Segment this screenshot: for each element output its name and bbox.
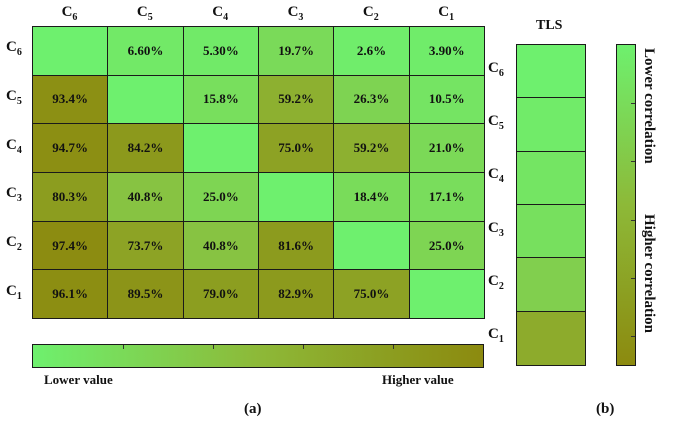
row-label-c1: C1 — [6, 282, 22, 302]
tls-cell-c1 — [517, 311, 585, 365]
row-label-c2: C2 — [6, 234, 22, 253]
heatmap-cell-c1-c6: 96.1% — [32, 269, 109, 319]
tls-row-label-c4: C4 — [488, 166, 504, 186]
column-label-c1: C1 — [438, 4, 455, 23]
heatmap-cell-c5-c6: 93.4% — [32, 74, 109, 125]
heatmap-cell-c5-c4: 15.8% — [182, 74, 259, 125]
tls-row-label-c3: C3 — [488, 219, 504, 239]
panel-a-label: (a) — [244, 401, 262, 417]
heatmap-cell-c1-c2: 75.0% — [333, 269, 410, 319]
row-label-c6: C6 — [6, 39, 22, 59]
heatmap-cell-c4-c2: 59.2% — [333, 123, 410, 173]
heatmap-cell-c5-c1: 10.5% — [408, 74, 485, 125]
correlation-legend-tick — [631, 103, 635, 105]
tls-row-label-c5: C5 — [488, 113, 504, 132]
heatmap-cell-c2-c2 — [333, 220, 410, 271]
legend-tick — [303, 345, 304, 349]
heatmap-cell-c4-c3: 75.0% — [257, 123, 335, 173]
heatmap-cell-c6-c3: 19.7% — [257, 26, 335, 76]
row-label-c3: C3 — [6, 185, 22, 205]
heatmap-cell-c5-c3: 59.2% — [257, 74, 335, 125]
heatmap-cell-c3-c4: 25.0% — [182, 172, 259, 222]
correlation-color-legend — [616, 44, 636, 366]
heatmap-cell-c2-c1: 25.0% — [408, 220, 485, 271]
heatmap-cell-c3-c6: 80.3% — [32, 172, 109, 222]
heatmap-cell-c4-c1: 21.0% — [408, 123, 485, 173]
heatmap-cell-c6-c2: 2.6% — [333, 26, 410, 76]
panel-b-label: (b) — [596, 401, 615, 417]
heatmap-cell-c1-c5: 89.5% — [107, 269, 184, 319]
heatmap-cell-c1-c1 — [408, 269, 485, 319]
legend-tick — [213, 345, 214, 349]
tls-cell-c3 — [517, 205, 585, 259]
tls-row-label-c6: C6 — [488, 59, 504, 79]
heatmap-cell-c4-c5: 84.2% — [107, 123, 184, 173]
tls-row-label-c2: C2 — [488, 273, 504, 292]
tls-cell-c5 — [517, 98, 585, 152]
correlation-legend-tick — [631, 219, 635, 221]
tls-cell-c2 — [517, 258, 585, 312]
tls-cell-c4 — [517, 151, 585, 205]
heatmap-cell-c4-c6: 94.7% — [32, 123, 109, 173]
column-label-c3: C3 — [287, 4, 304, 23]
column-label-c6: C6 — [61, 4, 78, 23]
heatmap-cell-c6-c6 — [32, 26, 109, 76]
legend-higher-correlation: Higher correlation — [641, 214, 657, 334]
tls-row-label-c1: C1 — [488, 326, 504, 346]
heatmap-cell-c5-c2: 26.3% — [333, 74, 410, 125]
heatmap-cell-c3-c2: 18.4% — [333, 172, 410, 222]
column-label-c5: C5 — [136, 4, 153, 23]
legend-tick — [123, 345, 124, 349]
legend-lower-correlation: Lower correlation — [641, 48, 657, 164]
legend-low-label: Lower value — [44, 372, 113, 387]
heatmap-cell-c1-c3: 82.9% — [257, 269, 335, 319]
value-color-legend — [32, 344, 484, 368]
tls-column — [516, 44, 586, 366]
tls-title: TLS — [536, 18, 563, 33]
heatmap-cell-c2-c5: 73.7% — [107, 220, 184, 271]
heatmap-cell-c2-c6: 97.4% — [32, 220, 109, 271]
heatmap-cell-c4-c4 — [182, 123, 259, 173]
heatmap-cell-c6-c5: 6.60% — [107, 26, 184, 76]
heatmap-cell-c2-c4: 40.8% — [182, 220, 259, 271]
legend-high-label: Higher value — [382, 372, 454, 387]
heatmap-cell-c6-c1: 3.90% — [408, 26, 485, 76]
correlation-legend-tick — [631, 161, 635, 163]
heatmap-cell-c3-c3 — [257, 172, 335, 222]
row-label-c4: C4 — [6, 136, 22, 156]
legend-tick — [393, 345, 394, 349]
tls-cell-c6 — [517, 45, 585, 99]
heatmap-cell-c1-c4: 79.0% — [182, 269, 259, 319]
heatmap-cell-c6-c4: 5.30% — [182, 26, 259, 76]
heatmap-cell-c2-c3: 81.6% — [257, 220, 335, 271]
row-label-c5: C5 — [6, 88, 22, 107]
heatmap-cell-c5-c5 — [107, 74, 184, 125]
heatmap-cell-c3-c5: 40.8% — [107, 172, 184, 222]
correlation-legend-tick — [631, 277, 635, 279]
column-label-c2: C2 — [362, 4, 379, 23]
heatmap-cell-c3-c1: 17.1% — [408, 172, 485, 222]
column-label-c4: C4 — [212, 4, 229, 23]
correlation-legend-tick — [631, 335, 635, 337]
